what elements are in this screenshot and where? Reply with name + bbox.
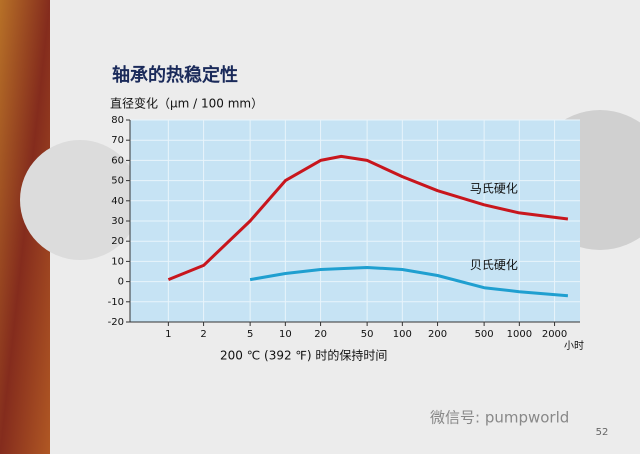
chart-title: 轴承的热稳定性 xyxy=(112,64,238,86)
y-tick-label: 60 xyxy=(111,155,124,166)
y-tick-label: 40 xyxy=(111,196,124,207)
x-tick-label: 10 xyxy=(279,329,292,340)
x-tick-label: 500 xyxy=(475,329,494,340)
x-tick-label: 20 xyxy=(314,329,327,340)
x-tick-label: 2000 xyxy=(542,329,567,340)
x-tick-label: 1 xyxy=(165,329,171,340)
x-tick-label: 5 xyxy=(247,329,253,340)
x-tick-label: 1000 xyxy=(507,329,532,340)
x-tick-label: 200 xyxy=(428,329,447,340)
x-tick-label: 100 xyxy=(393,329,412,340)
series-label: 贝氏硬化 xyxy=(470,258,518,272)
y-tick-label: 50 xyxy=(111,176,124,187)
x-tick-label: 2 xyxy=(200,329,206,340)
y-tick-label: 70 xyxy=(111,135,124,146)
series-line xyxy=(249,266,569,298)
y-tick-label: 10 xyxy=(111,256,124,267)
y-tick-label: -20 xyxy=(108,317,124,328)
series-line xyxy=(167,154,569,281)
series-label: 马氏硬化 xyxy=(470,181,518,195)
y-tick-label: -10 xyxy=(108,297,124,308)
watermark: 微信号: pumpworld xyxy=(430,409,569,427)
gear-decoration xyxy=(20,140,140,260)
x-axis-label: 200 ℃ (392 ℉) 时的保持时间 xyxy=(220,348,387,363)
x-unit: 小时 xyxy=(564,340,584,352)
y-tick-label: 30 xyxy=(111,216,124,227)
y-tick-label: 0 xyxy=(118,277,124,288)
y-tick-label: 20 xyxy=(111,236,124,247)
x-tick-label: 50 xyxy=(361,329,374,340)
y-tick-label: 80 xyxy=(111,115,124,126)
page-number: 52 xyxy=(596,427,609,438)
y-axis-label: 直径变化（μm / 100 mm） xyxy=(110,96,263,111)
